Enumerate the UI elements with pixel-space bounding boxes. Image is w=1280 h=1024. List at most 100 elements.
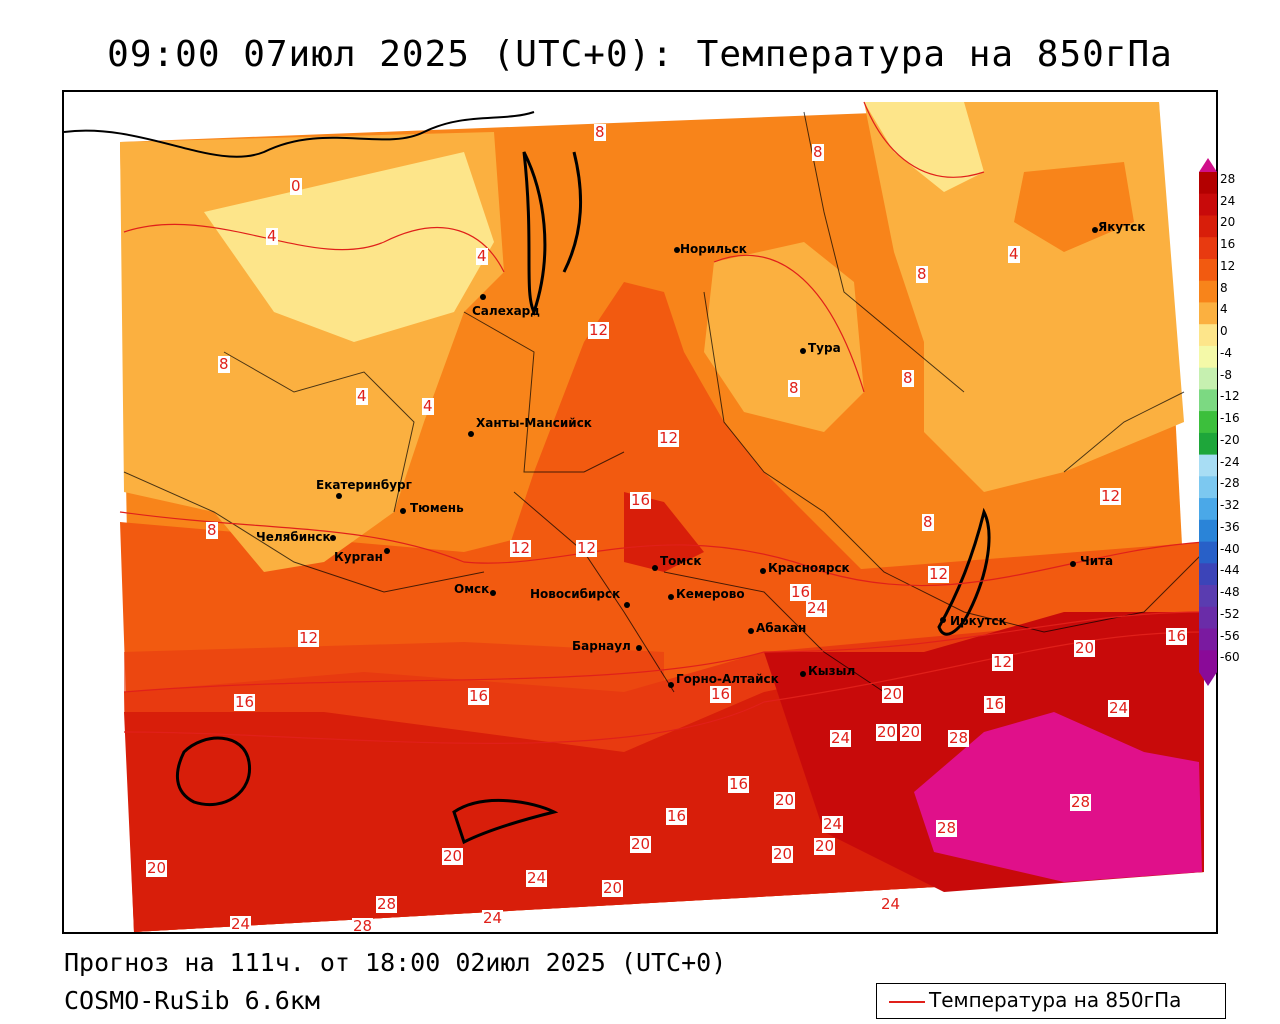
contour-label: 12 xyxy=(588,321,610,339)
city-salekhard: Салехард xyxy=(472,304,540,318)
city-dot xyxy=(490,590,496,596)
contour-label: 24 xyxy=(1108,699,1130,717)
temperature-field xyxy=(64,101,1205,932)
contour-label: 4 xyxy=(356,387,368,405)
arctic-coast xyxy=(64,111,535,158)
colorbar-tick-label: 24 xyxy=(1220,193,1236,208)
contour-label: 24 xyxy=(880,895,902,913)
contour-label: 4 xyxy=(1008,245,1020,263)
city-barnaul: Барнаул xyxy=(572,639,631,653)
colorbar-swatch xyxy=(1199,454,1217,477)
colorbar-tick-label: 12 xyxy=(1220,258,1236,273)
colorbar-tick-label: -28 xyxy=(1220,476,1240,491)
city-dot xyxy=(674,247,680,253)
city-dot xyxy=(336,493,342,499)
contour-label: 8 xyxy=(788,379,800,397)
city-dot xyxy=(760,568,766,574)
city-dot xyxy=(940,617,946,623)
contour-label: 24 xyxy=(806,599,828,617)
contour-label: 12 xyxy=(1100,487,1122,505)
colorbar-tick-label: -44 xyxy=(1220,563,1240,578)
city-dot xyxy=(480,294,486,300)
colorbar-swatch xyxy=(1199,280,1217,303)
colorbar-swatch xyxy=(1199,432,1217,456)
city-irkutsk: Иркутск xyxy=(950,614,1007,628)
contour-label: 28 xyxy=(376,895,398,913)
contour-label: 24 xyxy=(482,909,504,927)
contour-label: 20 xyxy=(146,859,168,877)
colorbar-swatch xyxy=(1199,606,1217,629)
contour-label: 20 xyxy=(442,847,464,865)
city-dot xyxy=(748,628,754,634)
colorbar-swatch xyxy=(1199,367,1217,390)
city-tomsk: Томск xyxy=(660,554,702,568)
city-tyumen: Тюмень xyxy=(410,501,464,515)
contour-label: 8 xyxy=(916,265,928,283)
balkhash-outline xyxy=(452,799,559,845)
contour-label: 20 xyxy=(814,837,836,855)
colorbar-swatch xyxy=(1199,628,1217,651)
baikal-outline xyxy=(937,507,991,636)
contour-label: 20 xyxy=(900,723,922,741)
city-gorno-altaysk: Горно-Алтайск xyxy=(676,672,779,686)
isotherms xyxy=(119,101,1205,744)
aral-sea-outline xyxy=(175,736,251,807)
contour-label: 16 xyxy=(728,775,750,793)
contour-label: 4 xyxy=(266,227,278,245)
contour-label: 20 xyxy=(774,791,796,809)
colorbar-swatch xyxy=(1199,172,1217,195)
colorbar-swatch xyxy=(1199,585,1217,608)
city-dot xyxy=(1070,561,1076,567)
city-tura: Тура xyxy=(808,341,841,355)
colorbar-swatch xyxy=(1199,345,1217,369)
zone-0-4-east xyxy=(864,102,984,192)
colorbar-tick-label: -52 xyxy=(1220,606,1240,621)
colorbar-swatch xyxy=(1199,411,1217,434)
colorbar-swatch xyxy=(1199,193,1217,216)
contour-label: 12 xyxy=(298,629,320,647)
contour-label: 4 xyxy=(476,247,488,265)
city-kemerovo: Кемерово xyxy=(676,587,745,601)
city-kurgan: Курган xyxy=(334,550,383,564)
city-dot xyxy=(330,535,336,541)
zone-tura-8 xyxy=(704,242,864,432)
colorbar-swatch xyxy=(1199,389,1217,412)
colorbar-tick-label: -48 xyxy=(1220,585,1240,600)
colorbar-tick-label: 8 xyxy=(1220,280,1228,295)
contour-label: 12 xyxy=(576,539,598,557)
colorbar-tick-label: -36 xyxy=(1220,519,1240,534)
contour-label: 20 xyxy=(602,879,624,897)
colorbar-tick-label: 28 xyxy=(1220,172,1236,186)
colorbar-swatch xyxy=(1199,650,1217,673)
colorbar-tick-label: -56 xyxy=(1220,628,1240,643)
contour-label: 8 xyxy=(218,355,230,373)
contour-label: 28 xyxy=(1070,793,1092,811)
colorbar-tick-label: -12 xyxy=(1220,389,1240,404)
colorbar-tick-label: -24 xyxy=(1220,454,1240,469)
city-chelyabinsk: Челябинск xyxy=(256,530,331,544)
colorbar-tick-label: 16 xyxy=(1220,237,1236,252)
colorbar-bottom-arrow xyxy=(1199,672,1217,686)
contour-label: 16 xyxy=(630,491,652,509)
colorbar-swatch xyxy=(1199,563,1217,586)
city-dot xyxy=(1092,227,1098,233)
contour-label: 8 xyxy=(922,513,934,531)
contour-label: 12 xyxy=(658,429,680,447)
contour-label: 24 xyxy=(526,869,548,887)
city-dot xyxy=(668,594,674,600)
contour-label: 12 xyxy=(928,565,950,583)
colorbar-swatch xyxy=(1199,237,1217,260)
city-dot xyxy=(384,548,390,554)
zone-16-sw xyxy=(124,642,664,712)
zone-tomsk-16 xyxy=(624,492,704,572)
contour-label: 20 xyxy=(882,685,904,703)
colorbar-tick-label: -8 xyxy=(1220,367,1232,382)
yenisei-gulf xyxy=(562,151,583,273)
zone-yakutsk-8 xyxy=(1014,162,1134,252)
contour-label: 8 xyxy=(206,521,218,539)
contour-label: 8 xyxy=(594,123,606,141)
contour-label: 8 xyxy=(902,369,914,387)
contour-label: 0 xyxy=(290,177,302,195)
legend-box: Температура на 850гПа xyxy=(876,983,1226,1019)
colorbar-swatch xyxy=(1199,541,1217,564)
